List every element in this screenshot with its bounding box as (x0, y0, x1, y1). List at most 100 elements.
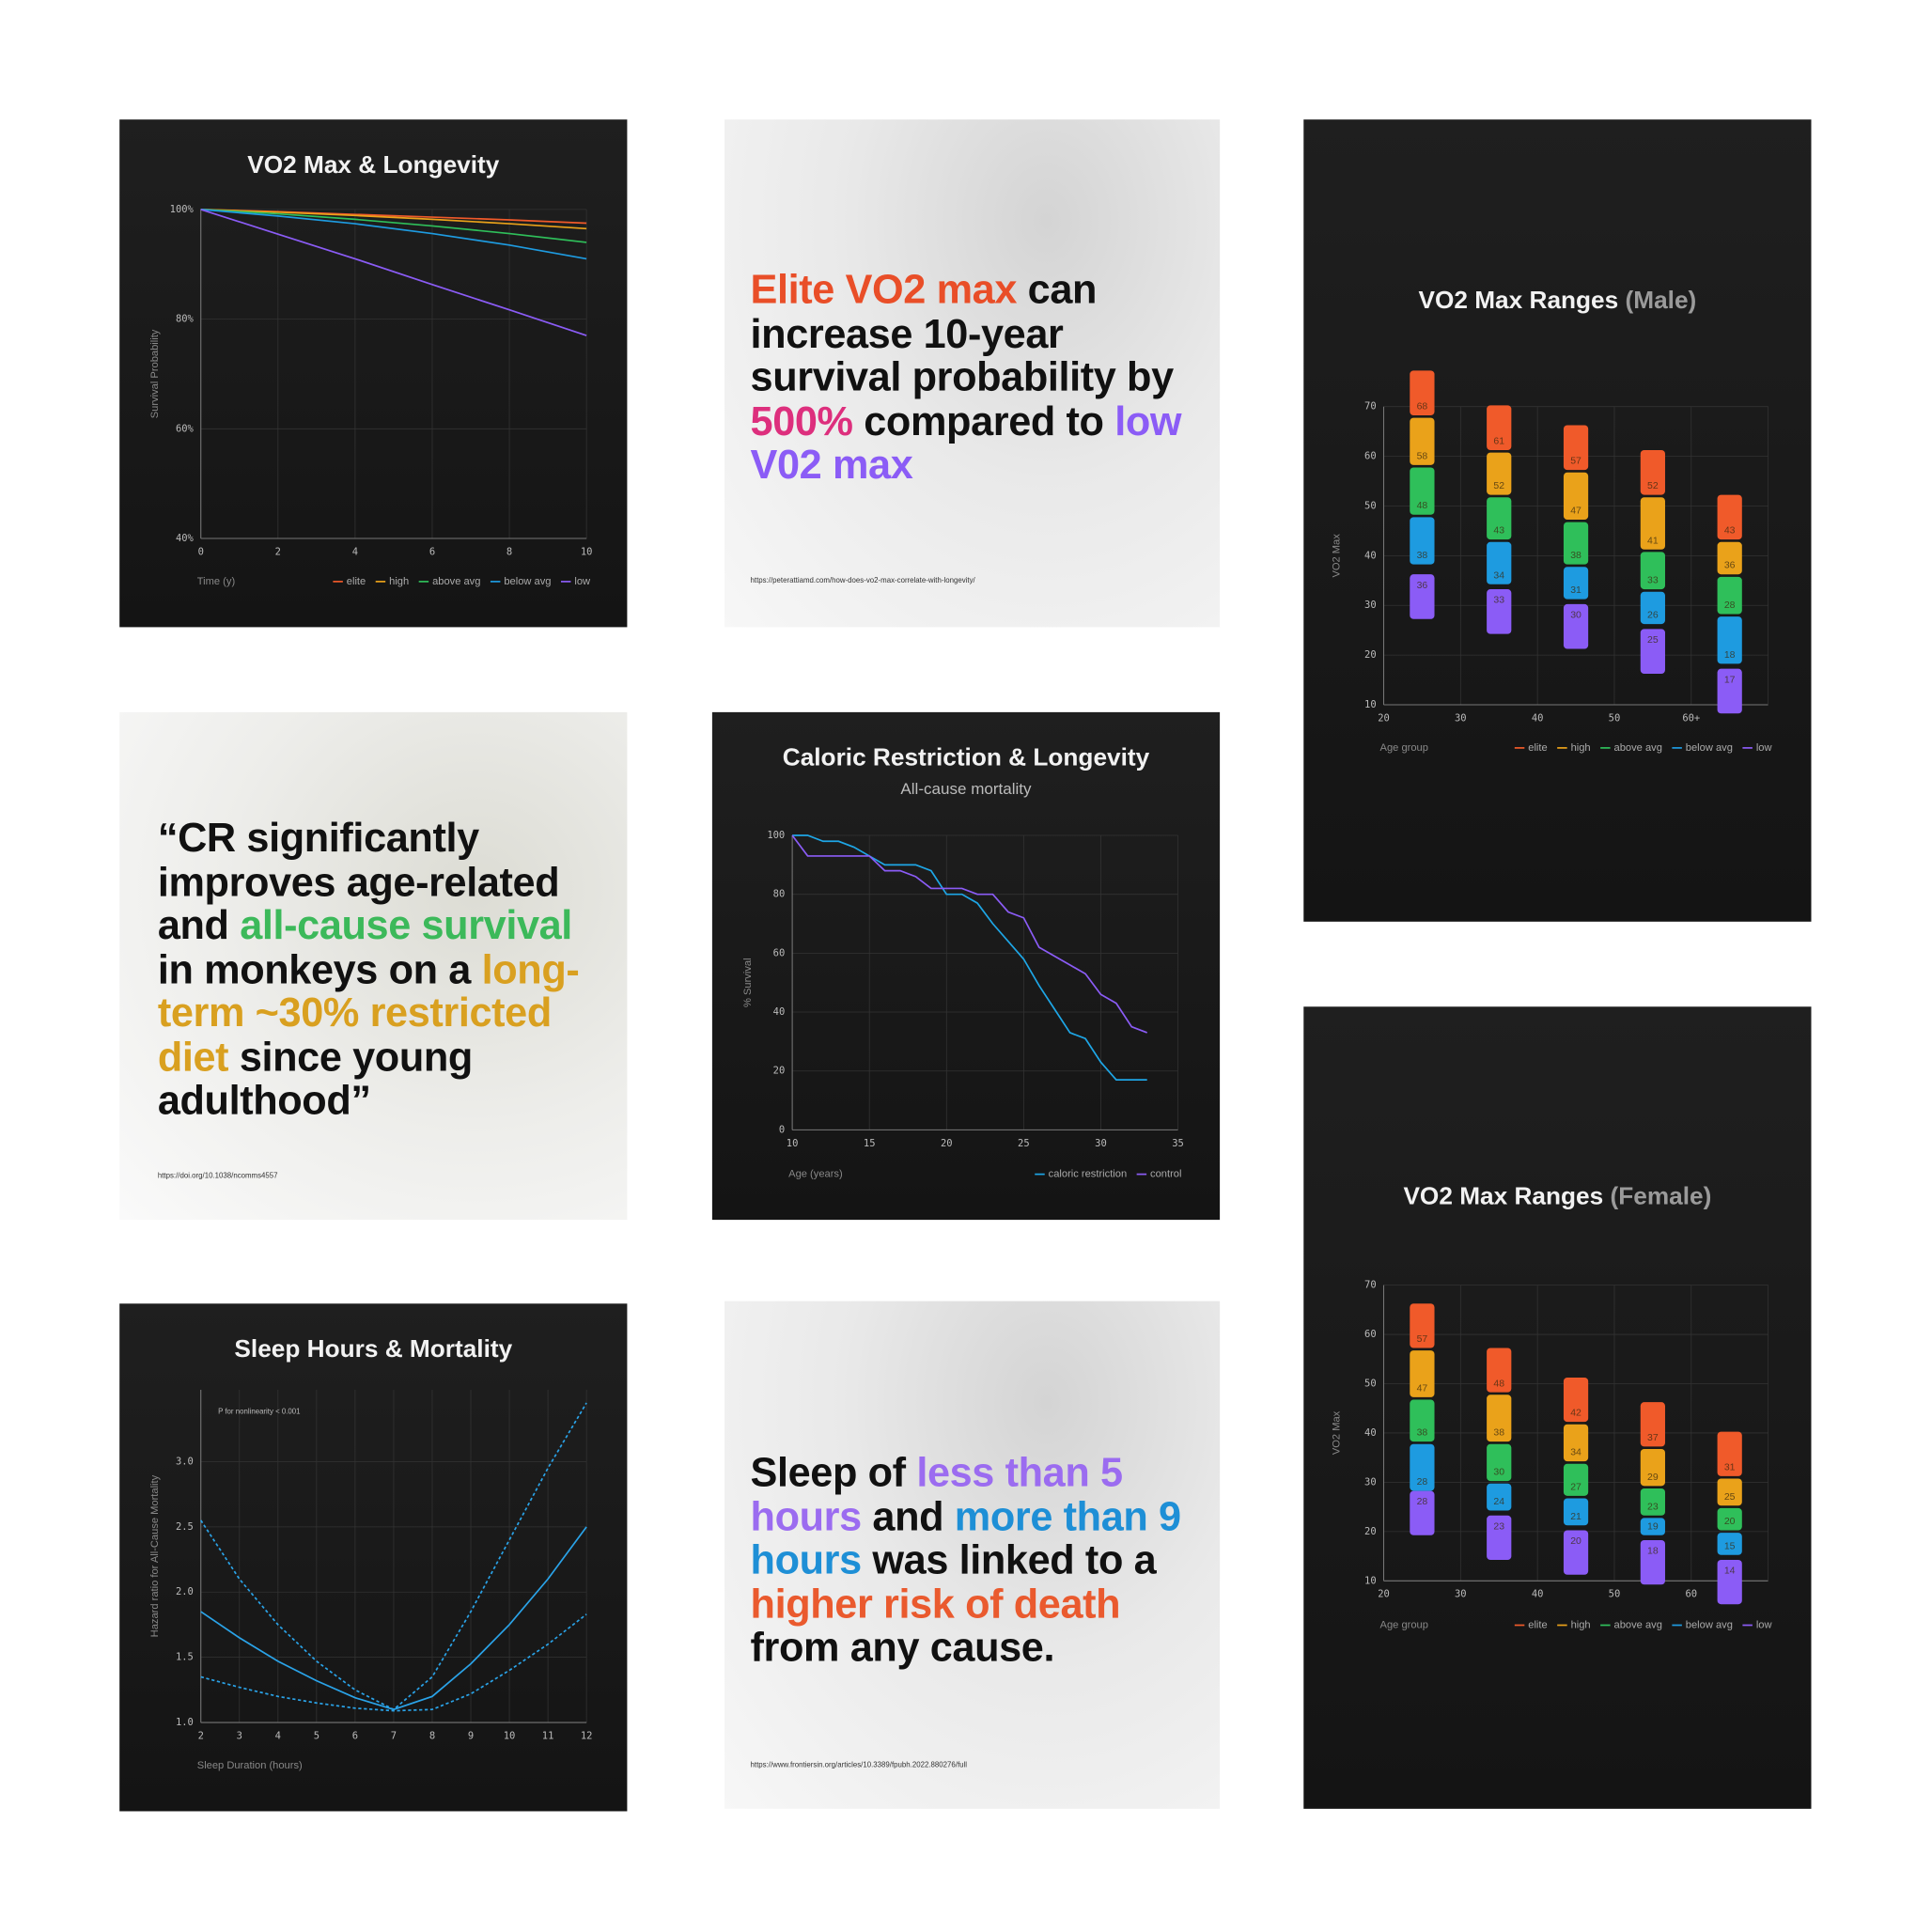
box-label: 26 (1647, 611, 1659, 621)
box-label: 36 (1724, 561, 1736, 571)
box-label: 30 (1493, 1468, 1504, 1478)
x-tick-label: 50 (1609, 712, 1621, 724)
y-tick-label: 3.0 (176, 1456, 194, 1467)
box-label: 15 (1724, 1541, 1736, 1551)
x-tick-label: 60 (1685, 1589, 1697, 1600)
chart: Sleep Hours & Mortality 1.0 1.5 2.0 2.5 3.0 2 3… (149, 1334, 592, 1771)
x-tick-label: 40 (1532, 712, 1544, 724)
range-box (1410, 517, 1435, 565)
series-line (200, 209, 587, 230)
x-tick-label: 10 (787, 1138, 799, 1149)
title-text: VO2 Max & Longevity (247, 150, 499, 179)
chart-title: Sleep Hours & Mortality (234, 1334, 512, 1363)
box-label: 38 (1417, 1428, 1428, 1439)
legend-label: elite (1528, 1619, 1547, 1630)
range-box (1717, 1560, 1742, 1605)
box-label: 33 (1493, 596, 1504, 606)
range-box (1563, 522, 1589, 565)
box-label: 23 (1647, 1502, 1659, 1512)
title-text: VO2 Max Ranges (1418, 286, 1618, 314)
y-tick-label: 1.5 (176, 1652, 194, 1663)
quote-segment: in monkeys on a (157, 945, 482, 991)
series-line (792, 834, 1147, 1081)
range-box (1410, 1303, 1435, 1348)
y-tick-label: 1.0 (176, 1717, 194, 1728)
range-box (1717, 1533, 1742, 1555)
legend-label: above avg (1614, 742, 1662, 754)
box-label: 34 (1570, 1448, 1581, 1458)
range-box (1563, 425, 1589, 471)
range-box (1563, 472, 1589, 521)
x-tick-label: 9 (468, 1731, 474, 1742)
box-label: 29 (1647, 1472, 1659, 1483)
box-label: 57 (1417, 1334, 1428, 1345)
range-box (1487, 1348, 1512, 1393)
box-label: 38 (1570, 551, 1581, 561)
quote: Sleep of less than 5 hours and more than… (751, 1450, 1188, 1669)
y-tick-label: 20 (773, 1066, 786, 1077)
legend-label: high (1571, 1619, 1591, 1630)
range-box (1563, 567, 1589, 600)
quote-segment: low V02 max (750, 397, 1182, 487)
x-tick-label: 20 (941, 1138, 953, 1149)
source: https://doi.org/10.1038/ncomms4557 (157, 1173, 278, 1181)
x-tick-label: 40 (1532, 1589, 1544, 1600)
x-tick-label: 8 (429, 1731, 435, 1742)
box-label: 28 (1417, 1497, 1428, 1507)
x-axis-label: Time (y) (197, 576, 236, 587)
legend-label: high (1571, 742, 1591, 754)
chart-panel: VO2 Max & Longevity 40% 60% 80% 100% 0 2 4 6 8 10 S… (119, 119, 628, 628)
box-label: 37 (1647, 1433, 1659, 1443)
x-tick-label: 30 (1455, 1589, 1467, 1600)
y-tick-label: 10 (1364, 1575, 1377, 1586)
box-label: 30 (1570, 611, 1581, 621)
range-box (1640, 497, 1665, 550)
box-label: 31 (1724, 1462, 1736, 1472)
quote-segment: higher risk of death (750, 1580, 1121, 1627)
text-panel: “CR significantly improves age-related a… (119, 711, 628, 1221)
chart-panel: VO2 Max Ranges (Male) 10 20 30 40 50 60 70 20 30 4… (1303, 119, 1812, 922)
box-label: 20 (1724, 1517, 1736, 1527)
x-axis-label: Age group (1380, 742, 1428, 754)
y-axis-label: VO2 Max (1332, 1410, 1343, 1455)
box-label: 25 (1724, 1492, 1736, 1503)
box-label: 19 (1647, 1521, 1659, 1532)
y-tick-label: 0 (779, 1124, 785, 1135)
quote-segment: Sleep of (750, 1448, 917, 1495)
series-line (200, 209, 587, 336)
y-axis-label: VO2 Max (1332, 534, 1343, 578)
box-label: 21 (1570, 1512, 1581, 1522)
source: https://www.frontiersin.org/articles/10.… (750, 1762, 968, 1769)
chart-panel: Caloric Restriction & Longevity All-cause… (711, 711, 1221, 1221)
box-label: 31 (1570, 585, 1581, 596)
range-box (1717, 1507, 1742, 1531)
box-label: 43 (1493, 526, 1504, 537)
x-tick-label: 15 (864, 1138, 876, 1149)
series-line (200, 1613, 587, 1712)
x-tick-label: 10 (504, 1731, 516, 1742)
y-tick-label: 70 (1364, 401, 1377, 413)
x-tick-label: 50 (1609, 1589, 1621, 1600)
text-panel: Elite VO2 max can increase 10-year survi… (724, 119, 1221, 628)
x-tick-label: 4 (275, 1731, 281, 1742)
series-line (200, 209, 587, 243)
quote-segment: 500% (750, 397, 853, 444)
range-box (1640, 1448, 1665, 1487)
range-box (1410, 1399, 1435, 1442)
range-box (1640, 552, 1665, 590)
range-box (1717, 494, 1742, 540)
title-spacer (1618, 286, 1625, 314)
title-note: (Female) (1610, 1181, 1711, 1209)
quote-segment: Elite VO2 max (750, 266, 1018, 312)
box-label: 38 (1493, 1428, 1504, 1439)
legend-label: high (389, 576, 409, 587)
box-label: 20 (1570, 1536, 1581, 1547)
legend-label: control (1150, 1169, 1181, 1180)
title-text: Caloric Restriction & Longevity (783, 743, 1150, 771)
title-spacer (1603, 1181, 1610, 1209)
box-label: 25 (1647, 635, 1659, 646)
quote-segment: “CR significantly improves age-related a… (157, 814, 560, 948)
y-tick-label: 40% (176, 533, 195, 544)
